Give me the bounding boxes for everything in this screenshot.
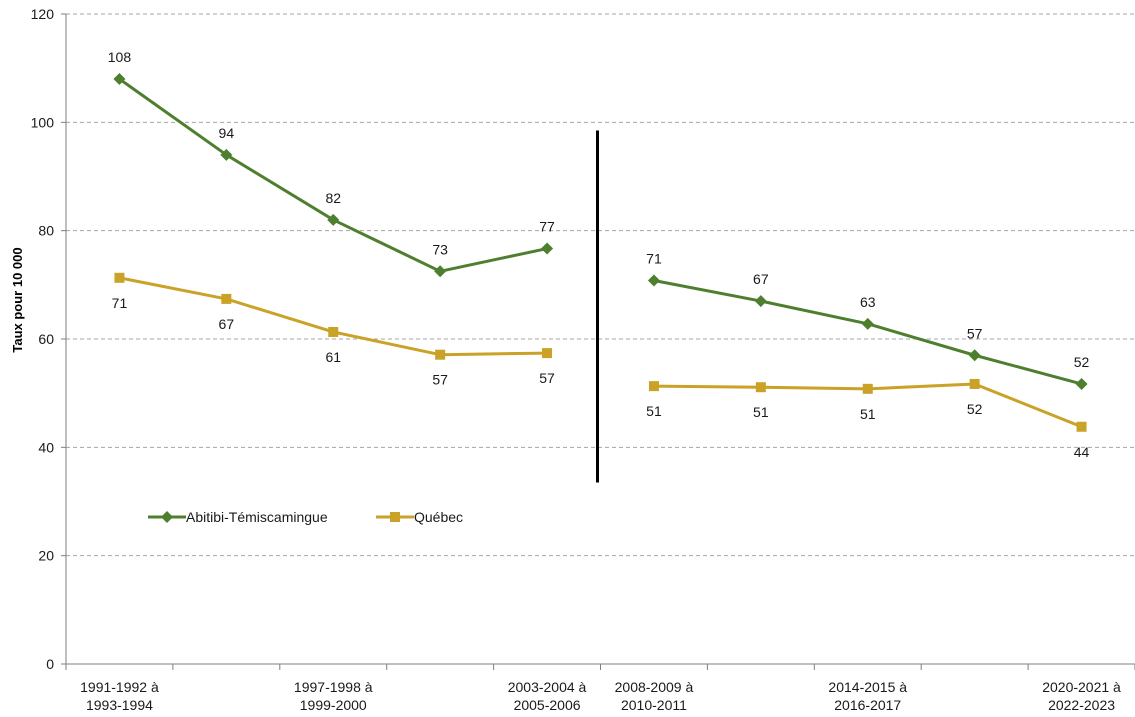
y-tick-label-0: 0 — [46, 656, 54, 672]
data-label-1-8: 52 — [967, 401, 983, 417]
data-label-0-9: 52 — [1074, 354, 1090, 370]
data-point-1-5 — [648, 381, 659, 392]
data-label-1-2: 61 — [325, 349, 341, 365]
x-tick-label-2: 1997-1998 à 1999-2000 — [294, 679, 373, 713]
x-tick-label-line: 1997-1998 à — [294, 679, 373, 695]
y-axis-title: Taux pour 10 000 — [10, 247, 25, 352]
x-tick-label-line: 1993-1994 — [86, 697, 153, 713]
series-line-1-0 — [119, 276, 548, 357]
data-label-1-7: 51 — [860, 406, 876, 422]
data-point-1-8 — [969, 378, 980, 389]
data-point-0-1 — [220, 148, 233, 161]
x-tick-label-9: 2020-2021 à 2022-2023 — [1042, 679, 1121, 713]
x-tick-label-line: 1999-2000 — [300, 697, 367, 713]
series-0: 108 94 82 73 77 71 67 63 57 52 — [108, 49, 1090, 390]
data-label-0-6: 67 — [753, 271, 769, 287]
legend: Abitibi-Témiscamingue Québec — [148, 509, 463, 525]
data-point-0-4 — [541, 242, 554, 255]
data-label-1-0: 71 — [112, 295, 128, 311]
x-tick-label-5: 2008-2009 à 2010-2011 — [615, 679, 694, 713]
x-tick-label-line: 2014-2015 à — [828, 679, 907, 695]
data-point-1-4 — [542, 348, 553, 359]
data-point-0-9 — [1075, 377, 1088, 390]
data-point-1-6 — [755, 382, 766, 393]
x-tick-label-line: 2016-2017 — [834, 697, 901, 713]
legend-label-0: Abitibi-Témiscamingue — [186, 509, 328, 525]
y-tick-label-80: 80 — [38, 223, 54, 239]
x-tick-label-line: 2020-2021 à — [1042, 679, 1121, 695]
data-point-1-9 — [1076, 421, 1087, 432]
y-axis-ticks: 0 20 40 60 80 100 120 — [31, 6, 66, 672]
data-label-1-6: 51 — [753, 404, 769, 420]
data-point-0-6 — [754, 295, 767, 308]
x-tick-label-4: 2003-2004 à 2005-2006 — [508, 679, 587, 713]
x-tick-label-line: 2005-2006 — [514, 697, 581, 713]
data-label-0-1: 94 — [219, 125, 235, 141]
data-point-1-1 — [221, 293, 232, 304]
data-label-0-7: 63 — [860, 294, 876, 310]
grid — [66, 13, 1135, 557]
data-point-1-0 — [114, 272, 125, 283]
y-tick-label-100: 100 — [31, 114, 55, 130]
data-label-0-3: 73 — [432, 241, 448, 257]
x-tick-label-line: 1991-1992 à — [80, 679, 159, 695]
series-line-0-0 — [118, 77, 548, 273]
data-point-0-5 — [647, 274, 660, 287]
x-tick-label-line: 2003-2004 à — [508, 679, 587, 695]
data-point-0-3 — [434, 265, 447, 278]
data-point-1-3 — [435, 349, 446, 360]
data-point-1-7 — [862, 383, 873, 394]
data-point-0-0 — [113, 73, 126, 85]
x-tick-label-line: 2022-2023 — [1048, 697, 1115, 713]
data-label-1-4: 57 — [539, 370, 555, 386]
data-label-1-9: 44 — [1074, 444, 1090, 460]
legend-marker-1 — [390, 512, 400, 522]
data-label-0-8: 57 — [967, 325, 983, 341]
data-label-0-0: 108 — [108, 49, 132, 65]
data-label-0-4: 77 — [539, 219, 555, 235]
series-group: 108 94 82 73 77 71 67 63 57 52 71 67 61 57 57 51 51 51 52 4… — [108, 49, 1090, 460]
data-label-1-5: 51 — [646, 403, 662, 419]
x-tick-label-line: 2008-2009 à — [615, 679, 694, 695]
x-tick-label-7: 2014-2015 à 2016-2017 — [828, 679, 907, 713]
data-point-0-8 — [968, 349, 981, 362]
data-label-0-2: 82 — [325, 190, 341, 206]
data-point-0-2 — [327, 213, 340, 226]
legend-marker-0 — [161, 511, 173, 523]
y-tick-label-60: 60 — [38, 331, 54, 347]
x-tick-label-0: 1991-1992 à 1993-1994 — [80, 679, 159, 713]
series-1: 71 67 61 57 57 51 51 51 52 44 — [112, 272, 1090, 460]
x-axis: 1991-1992 à 1993-1994 1997-1998 à 1999-2000… — [65, 14, 1135, 713]
data-label-1-3: 57 — [432, 372, 448, 388]
data-label-0-5: 71 — [646, 251, 662, 267]
data-point-1-2 — [328, 326, 339, 337]
data-point-0-7 — [861, 317, 874, 330]
y-tick-label-120: 120 — [31, 6, 55, 22]
legend-label-1: Québec — [414, 509, 463, 525]
data-label-1-1: 67 — [219, 316, 235, 332]
y-tick-label-40: 40 — [38, 439, 54, 455]
x-tick-label-line: 2010-2011 — [621, 697, 687, 713]
y-tick-label-20: 20 — [38, 548, 54, 564]
